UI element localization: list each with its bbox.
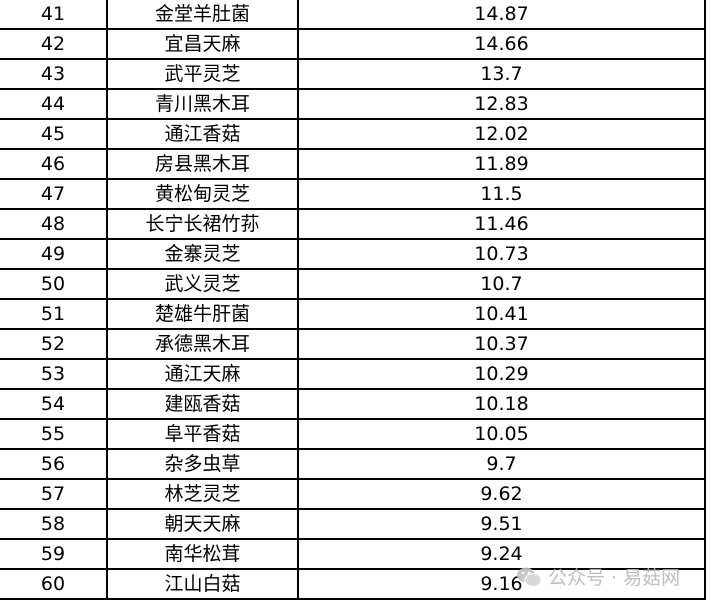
wechat-icon (516, 566, 542, 588)
table-row: 46 房县黑木耳 11.89 (0, 149, 706, 180)
value-cell: 12.02 (299, 119, 706, 148)
rank-cell: 60 (0, 569, 108, 598)
name-cell: 楚雄牛肝菌 (108, 299, 299, 328)
value-cell: 10.29 (299, 359, 706, 388)
value-cell: 14.66 (299, 29, 706, 58)
value-cell: 14.87 (299, 0, 706, 28)
table-row: 45 通江香菇 12.02 (0, 119, 706, 150)
table-row: 48 长宁长裙竹荪 11.46 (0, 209, 706, 240)
value-cell: 11.5 (299, 179, 706, 208)
table-row: 44 青川黑木耳 12.83 (0, 89, 706, 120)
name-cell: 杂多虫草 (108, 449, 299, 478)
table-row: 51 楚雄牛肝菌 10.41 (0, 299, 706, 330)
name-cell: 朝天天麻 (108, 509, 299, 538)
name-cell: 黄松甸灵芝 (108, 179, 299, 208)
name-cell: 金寨灵芝 (108, 239, 299, 268)
rank-cell: 42 (0, 29, 108, 58)
value-cell: 10.18 (299, 389, 706, 418)
table-row: 43 武平灵芝 13.7 (0, 59, 706, 90)
name-cell: 承德黑木耳 (108, 329, 299, 358)
table-row: 41 金堂羊肚菌 14.87 (0, 0, 706, 30)
rank-cell: 48 (0, 209, 108, 238)
rank-cell: 57 (0, 479, 108, 508)
value-cell: 11.46 (299, 209, 706, 238)
value-cell: 10.7 (299, 269, 706, 298)
name-cell: 阜平香菇 (108, 419, 299, 448)
table-row: 57 林芝灵芝 9.62 (0, 479, 706, 510)
value-cell: 9.16 (299, 569, 706, 598)
rank-cell: 54 (0, 389, 108, 418)
watermark: 公众号 · 易菇网 (516, 563, 680, 590)
name-cell: 南华松茸 (108, 539, 299, 568)
rank-cell: 55 (0, 419, 108, 448)
rank-cell: 45 (0, 119, 108, 148)
name-cell: 林芝灵芝 (108, 479, 299, 508)
name-cell: 武义灵芝 (108, 269, 299, 298)
value-cell: 10.05 (299, 419, 706, 448)
value-cell: 12.83 (299, 89, 706, 118)
name-cell: 金堂羊肚菌 (108, 0, 299, 28)
name-cell: 武平灵芝 (108, 59, 299, 88)
table-row: 58 朝天天麻 9.51 (0, 509, 706, 540)
rank-cell: 51 (0, 299, 108, 328)
name-cell: 房县黑木耳 (108, 149, 299, 178)
name-cell: 通江天麻 (108, 359, 299, 388)
name-cell: 青川黑木耳 (108, 89, 299, 118)
table-row: 60 江山白菇 9.16 (0, 569, 706, 600)
table-row: 59 南华松茸 9.24 (0, 539, 706, 570)
table-row: 49 金寨灵芝 10.73 (0, 239, 706, 270)
table-row: 52 承德黑木耳 10.37 (0, 329, 706, 360)
rank-cell: 59 (0, 539, 108, 568)
value-cell: 10.73 (299, 239, 706, 268)
rank-cell: 47 (0, 179, 108, 208)
name-cell: 建瓯香菇 (108, 389, 299, 418)
rank-cell: 49 (0, 239, 108, 268)
value-cell: 9.51 (299, 509, 706, 538)
table-row: 54 建瓯香菇 10.18 (0, 389, 706, 420)
value-cell: 11.89 (299, 149, 706, 178)
rank-cell: 41 (0, 0, 108, 28)
rank-cell: 56 (0, 449, 108, 478)
name-cell: 长宁长裙竹荪 (108, 209, 299, 238)
value-cell: 9.24 (299, 539, 706, 568)
table-row: 53 通江天麻 10.29 (0, 359, 706, 390)
name-cell: 宜昌天麻 (108, 29, 299, 58)
value-cell: 10.37 (299, 329, 706, 358)
rank-cell: 53 (0, 359, 108, 388)
table-row: 55 阜平香菇 10.05 (0, 419, 706, 450)
rank-cell: 44 (0, 89, 108, 118)
value-cell: 13.7 (299, 59, 706, 88)
table-row: 50 武义灵芝 10.7 (0, 269, 706, 300)
value-cell: 9.62 (299, 479, 706, 508)
table-row: 42 宜昌天麻 14.66 (0, 29, 706, 60)
rank-cell: 43 (0, 59, 108, 88)
name-cell: 江山白菇 (108, 569, 299, 598)
table-row: 47 黄松甸灵芝 11.5 (0, 179, 706, 210)
value-cell: 10.41 (299, 299, 706, 328)
value-cell: 9.7 (299, 449, 706, 478)
table-row: 56 杂多虫草 9.7 (0, 449, 706, 480)
rank-cell: 50 (0, 269, 108, 298)
rank-cell: 52 (0, 329, 108, 358)
rank-cell: 46 (0, 149, 108, 178)
rank-cell: 58 (0, 509, 108, 538)
watermark-text: 公众号 · 易菇网 (548, 567, 681, 589)
name-cell: 通江香菇 (108, 119, 299, 148)
